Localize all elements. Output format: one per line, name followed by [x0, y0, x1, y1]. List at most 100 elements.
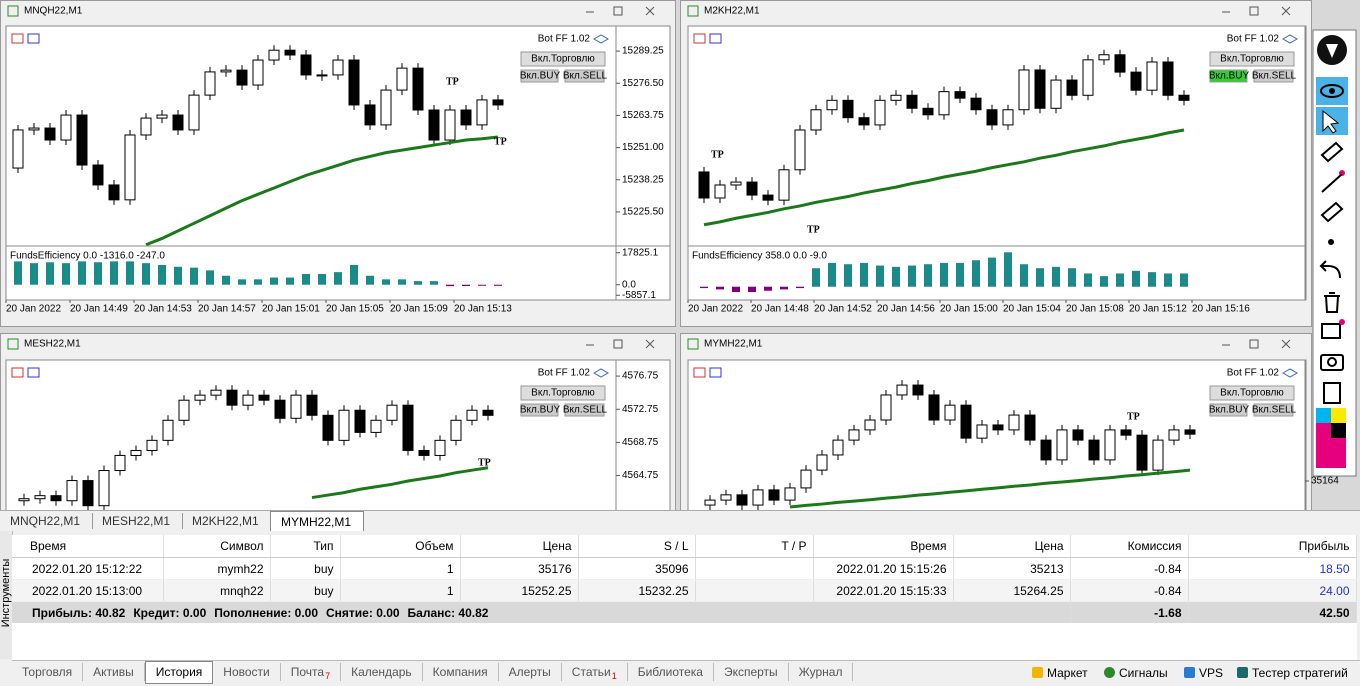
sell-button-label: Вкл.SELL — [563, 71, 608, 82]
price-tick-label: 15289.25 — [622, 46, 664, 57]
bottom-tab[interactable]: Алерты — [499, 663, 562, 681]
buy-button[interactable] — [1209, 403, 1248, 417]
line-tool[interactable] — [1321, 173, 1343, 193]
undo-icon[interactable] — [1319, 260, 1341, 279]
indicator-bar — [892, 266, 900, 287]
maximize-button[interactable] — [613, 339, 623, 349]
service-link[interactable]: Тестер стратегий — [1237, 666, 1348, 680]
sell-button[interactable] — [564, 69, 605, 83]
tp-label: TP — [446, 76, 459, 87]
column-header[interactable]: T / P — [695, 535, 814, 558]
candle — [1024, 414, 1036, 441]
column-header[interactable]: Символ — [163, 535, 271, 558]
trade-button[interactable] — [520, 51, 606, 67]
column-header[interactable]: Прибыль — [1188, 535, 1357, 558]
column-header[interactable]: Объем — [340, 535, 461, 558]
candle — [492, 99, 504, 106]
bottom-tab[interactable]: Журнал — [789, 663, 854, 681]
indicator-bar — [1052, 266, 1060, 287]
bottom-tab[interactable]: Новости — [213, 663, 281, 681]
bottom-tab[interactable]: Торговля — [12, 663, 84, 681]
candle — [322, 414, 334, 441]
highlighter-tool[interactable] — [1320, 201, 1344, 223]
candle — [714, 184, 726, 199]
color-magenta[interactable] — [1316, 423, 1331, 438]
chart-tab[interactable]: MESH22,M1 — [92, 513, 183, 529]
trade-button[interactable] — [1209, 51, 1295, 67]
trade-button[interactable] — [1209, 385, 1295, 401]
color-cyan[interactable] — [1316, 408, 1331, 423]
bottom-tab[interactable]: Библиотека — [628, 663, 714, 681]
bottom-tab[interactable]: Эксперты — [714, 663, 789, 681]
bottom-tab[interactable]: Почта7 — [281, 663, 342, 681]
table-cell: 15252.25 — [460, 579, 579, 602]
chart-tab[interactable]: MYMH22,M1 — [270, 511, 364, 531]
maximize-button[interactable] — [1249, 339, 1259, 349]
trash-icon[interactable] — [1324, 292, 1340, 313]
candle — [258, 394, 270, 401]
bottom-tab[interactable]: Компания — [423, 663, 499, 681]
trade-button-label: Вкл.Торговлю — [531, 54, 595, 65]
indicator-bar — [494, 284, 502, 286]
bot-label: Bot FF 1.02 — [1227, 34, 1280, 45]
column-header[interactable]: Время — [813, 535, 954, 558]
color-current[interactable] — [1316, 438, 1346, 468]
bottom-tab[interactable]: Статьи1 — [562, 663, 628, 681]
sell-button[interactable] — [1253, 69, 1294, 83]
close-button[interactable] — [1281, 6, 1291, 16]
indicator-bar — [126, 261, 134, 285]
table-row[interactable]: 2022.01.20 15:12:22 mymh22 buy 1 35176 35096 2… — [12, 557, 1357, 580]
candle — [1072, 429, 1084, 441]
time-label: 20 Jan 14:56 — [877, 304, 935, 315]
color-black[interactable] — [1331, 423, 1346, 438]
bottom-tab[interactable]: Активы — [83, 663, 145, 681]
column-header[interactable]: Тип — [270, 535, 341, 558]
service-link[interactable]: Маркет — [1032, 666, 1088, 680]
candle — [970, 97, 982, 111]
point-tool[interactable] — [1328, 239, 1334, 245]
indicator-bar — [860, 262, 868, 287]
close-button[interactable] — [645, 6, 655, 16]
candle — [1178, 94, 1190, 101]
table-row[interactable]: 2022.01.20 15:13:00 mnqh22 buy 1 15252.25 152… — [12, 579, 1357, 602]
indicator-bar — [1100, 276, 1108, 287]
close-button[interactable] — [645, 339, 655, 349]
buy-button[interactable] — [520, 403, 559, 417]
chart-tab[interactable]: M2KH22,M1 — [182, 513, 271, 529]
sell-button-label: Вкл.SELL — [563, 405, 608, 416]
column-header[interactable]: Время — [12, 535, 164, 558]
indicator-bar — [206, 270, 214, 285]
sell-button[interactable] — [1253, 403, 1294, 417]
column-header[interactable]: S / L — [578, 535, 696, 558]
buy-button[interactable] — [1209, 69, 1248, 83]
column-header[interactable]: Цена — [460, 535, 579, 558]
candle — [1098, 54, 1110, 61]
camera-lens — [1327, 357, 1337, 367]
close-button[interactable] — [1281, 339, 1291, 349]
screen-icon[interactable] — [1321, 323, 1341, 339]
right-toolbar — [1312, 29, 1357, 477]
chart-tab[interactable]: MNQH22,M1 — [0, 513, 93, 529]
bottom-tab[interactable]: Календарь — [341, 663, 423, 681]
column-header[interactable]: Комиссия — [1070, 535, 1189, 558]
candle — [268, 49, 280, 61]
trade-button[interactable] — [520, 385, 606, 401]
service-link[interactable]: Сигналы — [1104, 666, 1168, 680]
clipboard-icon[interactable] — [1323, 382, 1341, 404]
camera-icon[interactable] — [1320, 354, 1344, 371]
candle — [28, 127, 40, 131]
service-link[interactable]: VPS — [1184, 666, 1223, 680]
candle — [842, 99, 854, 119]
maximize-button[interactable] — [1249, 6, 1259, 16]
candle — [1152, 439, 1164, 471]
candle — [1002, 109, 1014, 126]
summary-text: Прибыль: 40.82 Кредит: 0.00 Пополнение: 0.… — [12, 601, 1071, 623]
color-yellow[interactable] — [1331, 408, 1346, 423]
column-header[interactable]: Цена — [953, 535, 1071, 558]
candle — [704, 499, 716, 506]
buy-button[interactable] — [520, 69, 559, 83]
maximize-button[interactable] — [613, 6, 623, 16]
bottom-tab[interactable]: История — [144, 661, 214, 684]
eraser-icon[interactable] — [1320, 141, 1344, 163]
sell-button[interactable] — [564, 403, 605, 417]
